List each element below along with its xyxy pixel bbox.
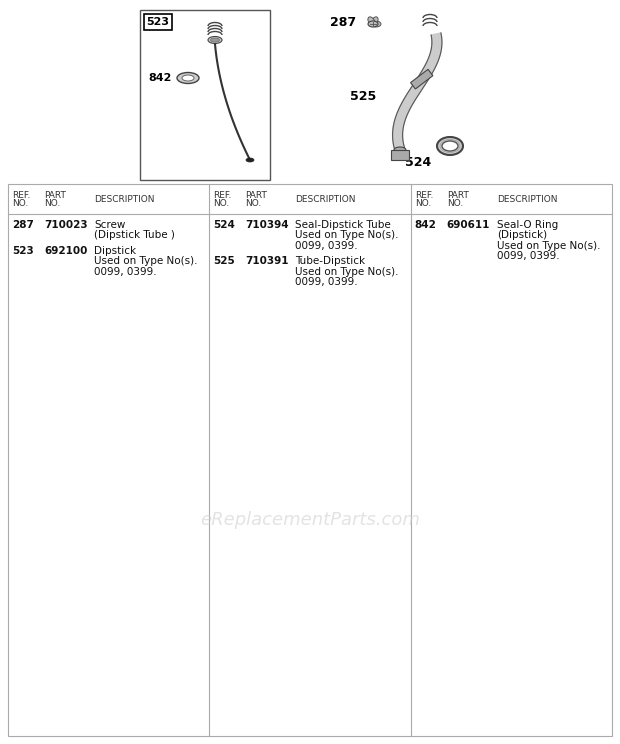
Text: Tube-Dipstick: Tube-Dipstick	[295, 257, 365, 266]
Text: PART: PART	[246, 190, 267, 199]
Text: Used on Type No(s).: Used on Type No(s).	[295, 267, 399, 277]
Ellipse shape	[208, 36, 222, 43]
Text: PART: PART	[446, 190, 469, 199]
Ellipse shape	[371, 21, 381, 27]
Text: 710394: 710394	[246, 220, 289, 230]
Polygon shape	[392, 33, 442, 152]
Ellipse shape	[368, 21, 378, 27]
Text: PART: PART	[44, 190, 66, 199]
Text: REF.: REF.	[415, 190, 433, 199]
Text: DESCRIPTION: DESCRIPTION	[295, 194, 356, 204]
Text: NO.: NO.	[246, 199, 262, 208]
Ellipse shape	[211, 38, 219, 42]
Ellipse shape	[437, 137, 463, 155]
Bar	[8, 184, 612, 736]
Text: eReplacementParts.com: eReplacementParts.com	[200, 511, 420, 529]
Text: NO.: NO.	[12, 199, 29, 208]
Text: NO.: NO.	[213, 199, 229, 208]
Ellipse shape	[182, 75, 194, 81]
Bar	[140, 10, 270, 180]
Text: 0099, 0399.: 0099, 0399.	[497, 251, 559, 261]
Text: 710391: 710391	[246, 257, 289, 266]
Text: Used on Type No(s).: Used on Type No(s).	[497, 241, 600, 251]
Text: Screw: Screw	[94, 220, 125, 230]
Text: 710023: 710023	[44, 220, 87, 230]
Text: 690611: 690611	[446, 220, 490, 230]
Text: 0099, 0399.: 0099, 0399.	[295, 278, 358, 287]
Text: NO.: NO.	[44, 199, 60, 208]
Text: 692100: 692100	[44, 246, 87, 256]
Text: 525: 525	[213, 257, 235, 266]
Text: DESCRIPTION: DESCRIPTION	[94, 194, 154, 204]
Ellipse shape	[371, 17, 378, 26]
Text: 0099, 0399.: 0099, 0399.	[94, 267, 157, 277]
Text: 842: 842	[148, 73, 171, 83]
Text: 287: 287	[12, 220, 34, 230]
Text: 842: 842	[415, 220, 436, 230]
Text: Seal-O Ring: Seal-O Ring	[497, 220, 558, 230]
Text: Dipstick: Dipstick	[94, 246, 136, 256]
Text: REF.: REF.	[213, 190, 232, 199]
Text: DESCRIPTION: DESCRIPTION	[497, 194, 557, 204]
Text: Used on Type No(s).: Used on Type No(s).	[94, 257, 198, 266]
Text: (Dipstick): (Dipstick)	[497, 231, 547, 240]
Text: 525: 525	[350, 89, 376, 103]
Text: 523: 523	[146, 17, 169, 27]
Bar	[391, 150, 409, 160]
Ellipse shape	[246, 158, 254, 162]
Text: 523: 523	[12, 246, 33, 256]
Text: 287: 287	[330, 16, 356, 28]
Text: 524: 524	[405, 155, 432, 168]
Text: Used on Type No(s).: Used on Type No(s).	[295, 231, 399, 240]
Text: REF.: REF.	[12, 190, 30, 199]
Ellipse shape	[394, 147, 406, 153]
Text: NO.: NO.	[415, 199, 431, 208]
Ellipse shape	[442, 141, 458, 151]
Bar	[144, 14, 172, 30]
Ellipse shape	[177, 72, 199, 83]
Text: (Dipstick Tube ): (Dipstick Tube )	[94, 231, 175, 240]
Text: Seal-Dipstick Tube: Seal-Dipstick Tube	[295, 220, 391, 230]
Text: 0099, 0399.: 0099, 0399.	[295, 241, 358, 251]
Bar	[410, 69, 433, 89]
Ellipse shape	[368, 17, 375, 26]
Text: NO.: NO.	[446, 199, 463, 208]
Text: 524: 524	[213, 220, 235, 230]
